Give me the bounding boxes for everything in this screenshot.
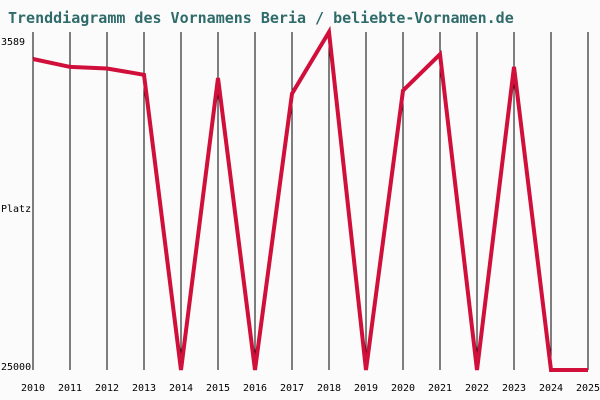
x-tick-label-2025: 2025 <box>576 383 600 394</box>
chart-title: Trenddiagramm des Vornamens Beria / beli… <box>8 9 514 27</box>
x-tick-label-2013: 2013 <box>132 383 156 394</box>
x-tick-label-2018: 2018 <box>317 383 341 394</box>
x-tick-label-2020: 2020 <box>391 383 415 394</box>
x-tick-label-2017: 2017 <box>280 383 304 394</box>
x-tick-label-2022: 2022 <box>465 383 489 394</box>
x-labels: 2010 2011 2012 2013 2014 2015 2016 2017 2018 2019… <box>21 383 600 394</box>
grid-layer <box>32 32 589 370</box>
y-bottom-label: 25000 <box>1 362 31 373</box>
y-labels: 3589 Platz 25000 <box>1 37 31 373</box>
x-tick-label-2010: 2010 <box>21 383 45 394</box>
x-tick-label-2011: 2011 <box>58 383 82 394</box>
x-tick-label-2024: 2024 <box>539 383 563 394</box>
series-layer <box>32 25 589 372</box>
x-tick-label-2015: 2015 <box>206 383 230 394</box>
x-tick-label-2019: 2019 <box>354 383 378 394</box>
y-top-label: 3589 <box>1 37 25 48</box>
x-tick-label-2023: 2023 <box>502 383 526 394</box>
series-line-0 <box>32 25 588 372</box>
x-tick-label-2012: 2012 <box>95 383 119 394</box>
x-tick-label-2021: 2021 <box>428 383 452 394</box>
y-axis-label: Platz <box>1 204 31 215</box>
x-tick-label-2016: 2016 <box>243 383 267 394</box>
x-tick-label-2014: 2014 <box>169 383 193 394</box>
